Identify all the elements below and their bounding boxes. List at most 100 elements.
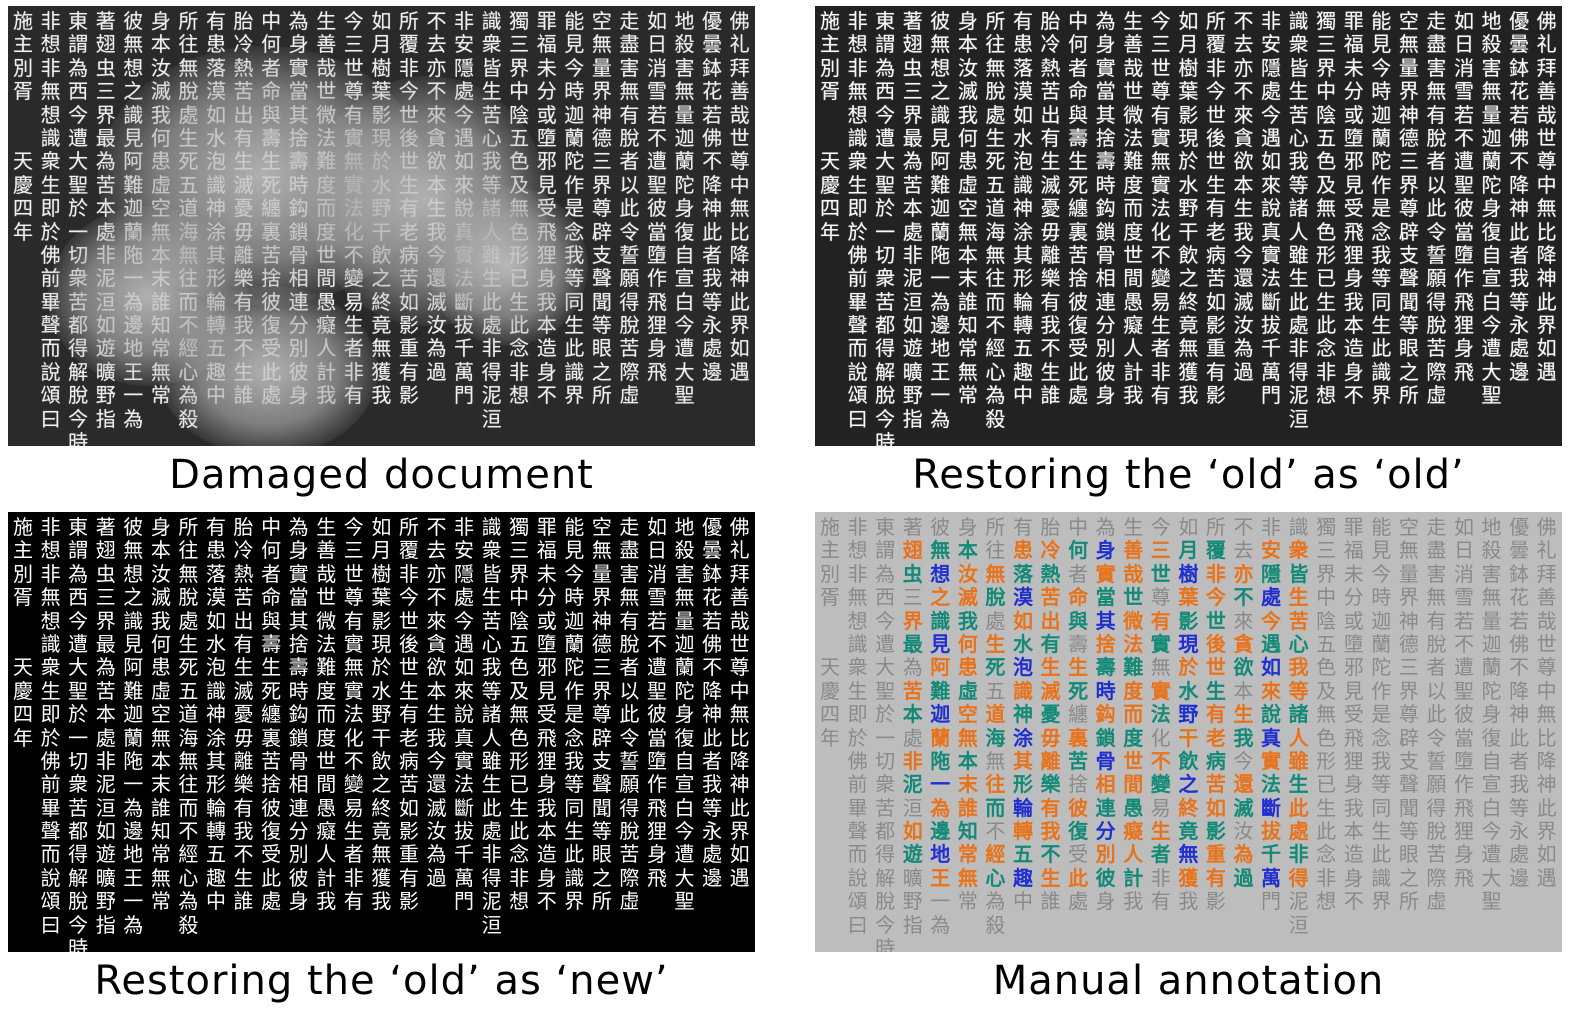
text-column: 東謂為西今遭大聖於一切衆苦都得解脫今時 xyxy=(67,9,89,446)
glyph: 變 xyxy=(1150,266,1171,291)
glyph: 生 xyxy=(233,655,254,680)
glyph: 主 xyxy=(820,538,840,563)
glyph: 泥 xyxy=(902,772,923,797)
glyph: 識 xyxy=(40,125,61,150)
glyph: 苦 xyxy=(1426,336,1447,361)
glyph: 法 xyxy=(1123,125,1144,150)
glyph: 無 xyxy=(123,538,144,563)
glyph: 彼 xyxy=(1068,795,1089,820)
glyph: 生 xyxy=(40,678,61,703)
glyph: 日 xyxy=(646,538,667,563)
glyph: 不 xyxy=(426,515,447,539)
glyph: 其 xyxy=(1095,608,1116,633)
glyph: 非 xyxy=(95,748,116,773)
glyph: 身 xyxy=(1481,702,1502,727)
glyph: 見 xyxy=(536,678,557,703)
glyph: 墮 xyxy=(536,125,557,150)
glyph: 有 xyxy=(619,102,640,127)
glyph: 以 xyxy=(1426,678,1447,703)
glyph: 若 xyxy=(646,608,667,633)
glyph: 者 xyxy=(702,242,723,267)
glyph: 洹 xyxy=(902,289,923,314)
glyph: 殺 xyxy=(674,538,695,563)
glyph: 於 xyxy=(847,725,868,750)
glyph: 時 xyxy=(1095,678,1116,703)
glyph: 見 xyxy=(1371,538,1392,563)
text-column: 施主別胥 天慶四年 xyxy=(819,9,841,442)
glyph: 著 xyxy=(95,9,116,33)
glyph: 如 xyxy=(205,608,226,633)
glyph: 為 xyxy=(1095,515,1116,539)
text-column: 地殺害無量迦蘭陀身復自宣白今遭大聖 xyxy=(674,515,696,948)
glyph: 墮 xyxy=(536,631,557,656)
text-column: 所往無脫處生死五道海無往而不經心為殺 xyxy=(984,515,1006,948)
glyph: 罪 xyxy=(1343,9,1364,33)
glyph: 佛 xyxy=(847,242,868,267)
glyph: 形 xyxy=(205,266,226,291)
glyph: 解 xyxy=(875,359,896,384)
glyph: 葉 xyxy=(1178,585,1199,610)
glyph: 今 xyxy=(1481,819,1502,844)
glyph: 間 xyxy=(1123,772,1144,797)
glyph: 死 xyxy=(261,172,282,197)
glyph: 飛 xyxy=(536,725,557,750)
glyph: 壽 xyxy=(1068,125,1089,150)
glyph: 有 xyxy=(233,125,254,150)
glyph: 常 xyxy=(150,842,171,867)
glyph: 樹 xyxy=(1178,561,1199,586)
glyph: 生 xyxy=(233,149,254,174)
glyph: 人 xyxy=(481,219,502,244)
glyph: 苦 xyxy=(68,795,89,820)
glyph: 蘭 xyxy=(1481,149,1502,174)
glyph: 貪 xyxy=(1233,125,1254,150)
glyph: 頌 xyxy=(40,889,61,914)
glyph: 謂 xyxy=(68,538,89,563)
glyph: 一 xyxy=(123,889,144,914)
glyph: 末 xyxy=(957,266,978,291)
glyph: 非 xyxy=(847,515,868,539)
glyph: 為 xyxy=(288,9,309,33)
glyph: 識 xyxy=(205,172,226,197)
glyph: 當 xyxy=(1095,79,1116,104)
glyph: 復 xyxy=(261,819,282,844)
glyph: 聲 xyxy=(847,819,868,844)
glyph: 落 xyxy=(205,561,226,586)
glyph: 身 xyxy=(957,515,978,539)
glyph: 於 xyxy=(875,196,896,221)
glyph: 切 xyxy=(68,748,89,773)
glyph: 終 xyxy=(371,289,392,314)
glyph: 實 xyxy=(454,748,474,773)
glyph: 毋 xyxy=(233,219,254,244)
glyph: 生 xyxy=(1068,149,1089,174)
text-column: 罪福未分或墮邪見受飛狸身我本造身不 xyxy=(536,9,558,442)
text-column: 能見今時迦蘭陀作是念我等同生此識界 xyxy=(563,9,585,442)
glyph: 間 xyxy=(316,772,337,797)
glyph: 常 xyxy=(957,336,978,361)
glyph: 得 xyxy=(1426,289,1447,314)
glyph: 千 xyxy=(1261,842,1281,867)
glyph: 聖 xyxy=(674,889,695,914)
glyph: 者 xyxy=(343,842,364,867)
glyph: 想 xyxy=(847,32,868,57)
glyph: 尊 xyxy=(729,149,750,174)
glyph: 欲 xyxy=(1233,655,1254,680)
glyph: 作 xyxy=(1371,172,1392,197)
glyph: 優 xyxy=(702,9,723,33)
glyph: 尊 xyxy=(591,196,612,221)
glyph: 形 xyxy=(205,772,226,797)
glyph: 於 xyxy=(68,702,89,727)
glyph: 等 xyxy=(564,772,585,797)
glyph: 是 xyxy=(564,702,585,727)
glyph: 時 xyxy=(1371,585,1392,610)
glyph: 無 xyxy=(591,32,612,57)
glyph: 後 xyxy=(1205,125,1226,150)
glyph: 所 xyxy=(1205,515,1226,539)
glyph: 曇 xyxy=(1509,538,1530,563)
glyph: 野 xyxy=(95,889,116,914)
glyph: 何 xyxy=(1068,32,1089,57)
glyph: 色 xyxy=(1316,219,1337,244)
glyph: 干 xyxy=(371,725,392,750)
glyph: 若 xyxy=(646,102,667,127)
text-column: 地殺害無量迦蘭陀身復自宣白今遭大聖 xyxy=(674,9,696,442)
text-column: 空無量界神德三界尊辟支聲聞等眼之所 xyxy=(1398,9,1420,442)
